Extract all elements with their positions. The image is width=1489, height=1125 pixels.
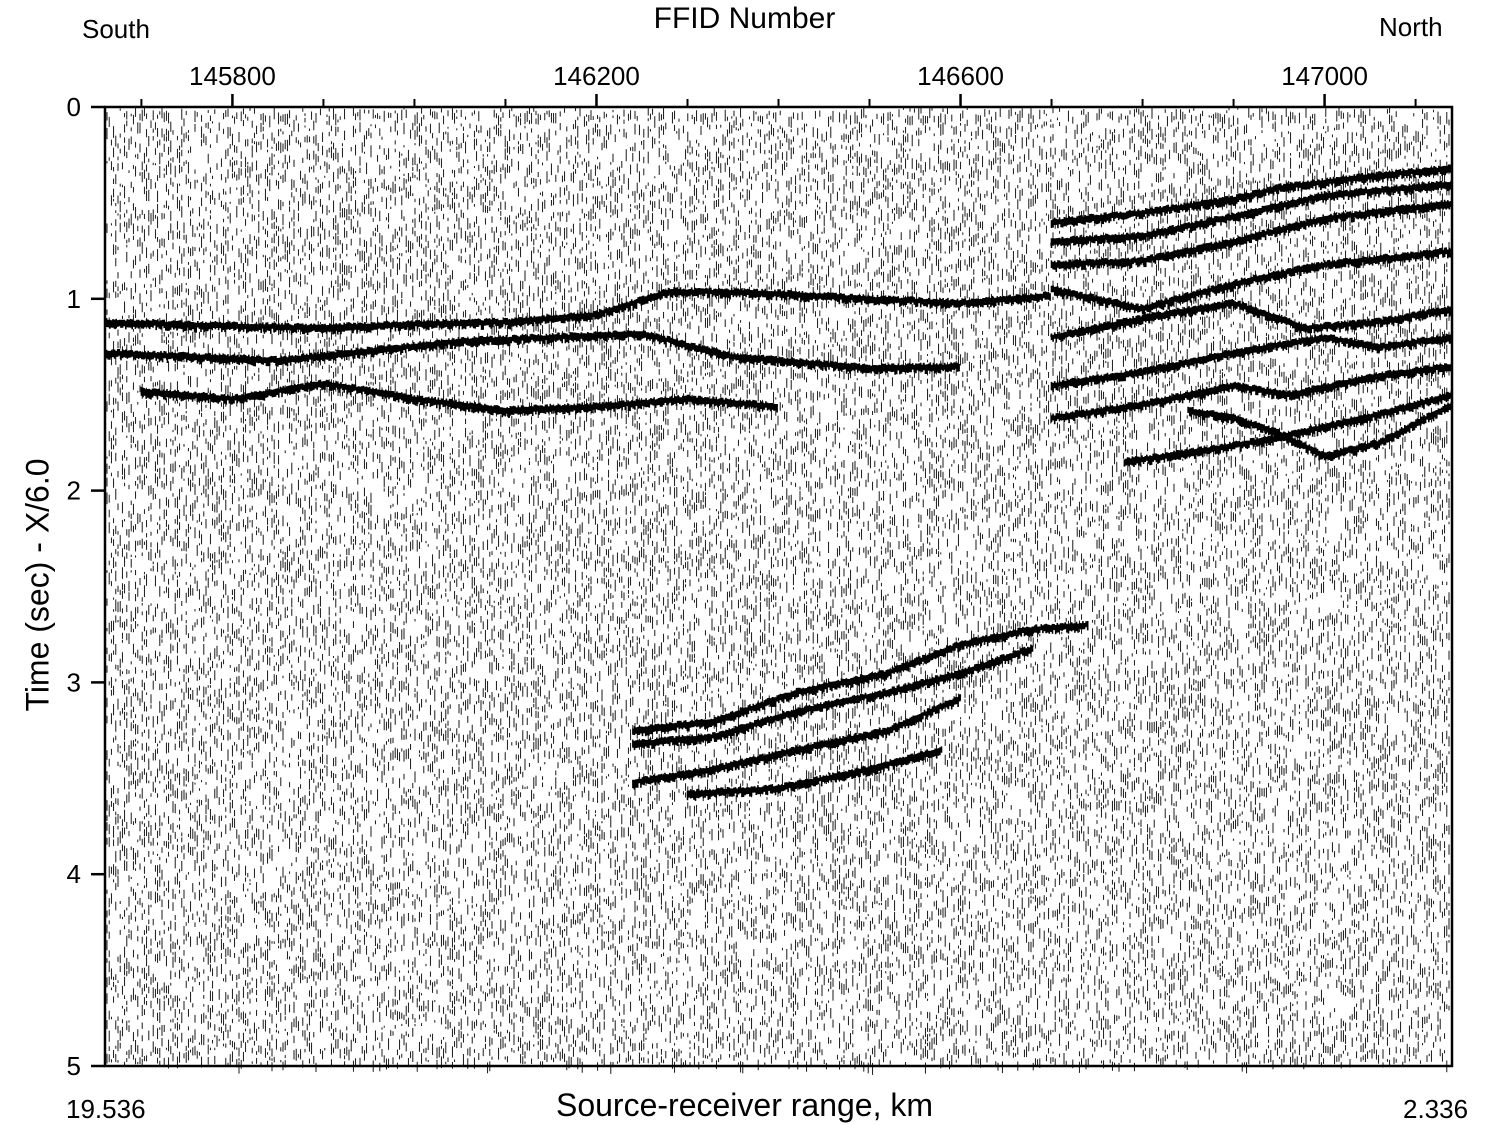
reflection-event-3 <box>140 379 778 418</box>
top-tick-label-146600: 146600 <box>917 61 1004 91</box>
wiggle-noise-layer <box>106 107 1450 1075</box>
reflection-event-4 <box>1050 164 1453 229</box>
reflection-event-6 <box>1050 199 1452 272</box>
reflection-event-9 <box>1050 333 1452 393</box>
south-direction-label: South <box>82 14 150 44</box>
reflection-event-5 <box>1050 180 1452 248</box>
top-tick-label-145800: 145800 <box>189 61 276 91</box>
trace-noise <box>106 107 1450 1075</box>
top-tick-label-147000: 147000 <box>1281 61 1368 91</box>
reflection-event-14 <box>632 644 1034 751</box>
bottom-axis-title: Source-receiver range, km <box>555 1087 934 1123</box>
reflection-event-7 <box>1050 247 1452 316</box>
reflection-event-10 <box>1050 363 1452 425</box>
reflection-events-layer <box>104 164 1453 801</box>
north-direction-label: North <box>1379 12 1443 42</box>
range-right-value: 2.336 <box>1403 1094 1469 1124</box>
y-tick-label-1: 1 <box>67 284 81 314</box>
reflection-event-16 <box>686 746 943 801</box>
plot-frame <box>103 105 1454 1068</box>
range-left-value: 19.536 <box>66 1094 146 1124</box>
reflection-event-8 <box>1050 299 1452 343</box>
top-axis-title: FFID Number <box>653 2 836 35</box>
reflection-event-15 <box>632 694 961 790</box>
y-tick-label-4: 4 <box>67 859 81 889</box>
y-tick-label-3: 3 <box>67 667 81 697</box>
y-tick-label-2: 2 <box>67 476 81 506</box>
y-tick-label-5: 5 <box>67 1051 81 1081</box>
y-tick-label-0: 0 <box>67 92 81 122</box>
reflection-event-11 <box>1187 402 1452 461</box>
axes-layer: 0 1 2 3 4 5 145800 146200 146600 147000 <box>67 61 1454 1081</box>
reflection-event-12 <box>1123 391 1452 467</box>
top-tick-label-146200: 146200 <box>553 61 640 91</box>
reflection-event-13 <box>632 621 1089 737</box>
